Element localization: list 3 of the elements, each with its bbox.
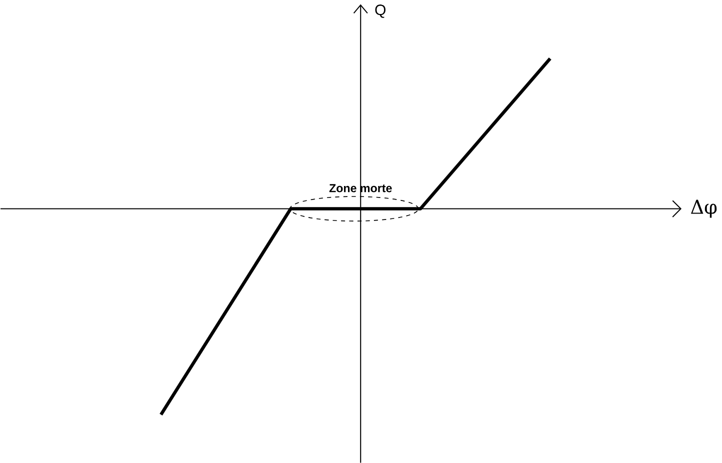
x-axis-title: Δφ — [690, 200, 717, 218]
y-axis-title: Q — [375, 4, 386, 18]
annotation: Zone morte — [329, 184, 392, 192]
